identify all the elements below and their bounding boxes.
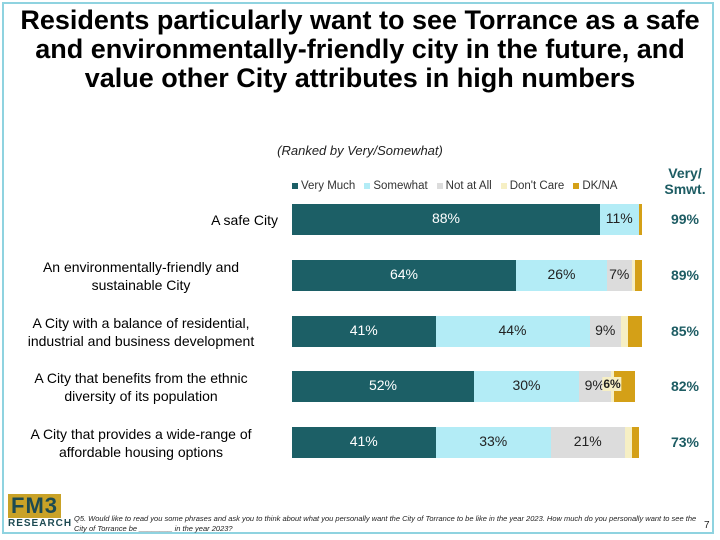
category-label-2: A City with a balance of residential, ind… <box>4 314 278 350</box>
data-label-4-2: 21% <box>573 433 602 449</box>
bar-segment-1-0 <box>292 260 516 291</box>
logo-bottom-text: RESEARCH <box>8 518 73 529</box>
legend-item-0: Very Much <box>292 180 355 192</box>
bar-segment-1-4 <box>635 260 642 291</box>
bar-segment-0-4 <box>638 204 642 235</box>
category-label-1-line-1: sustainable City <box>91 277 191 293</box>
data-label-1-2: 7% <box>609 266 630 282</box>
logo-top-text: FM3 <box>8 494 61 518</box>
bar-segment-2-0 <box>292 316 436 347</box>
data-label-1-0: 64% <box>389 266 419 282</box>
legend-swatch-4 <box>573 183 580 189</box>
question-footnote: Q5. Would like to read you some phrases … <box>74 514 697 533</box>
category-label-3-line-0: A City that benefits from the ethnic <box>34 370 248 386</box>
very-smwt-header-text: Very/ Smwt. <box>664 165 706 197</box>
category-label-3: A City that benefits from the ethnic dive… <box>4 369 278 405</box>
data-label-1-1: 26% <box>547 266 576 282</box>
bar-segment-2-4 <box>628 316 642 347</box>
data-label-3-4: 6% <box>602 377 622 391</box>
bar-segment-0-1 <box>600 204 639 235</box>
bar-segment-4-2 <box>551 427 625 458</box>
category-label-0: A safe City <box>4 211 278 229</box>
chart-legend: Very Much Somewhat Not at All Don't Care DK/… <box>292 178 626 194</box>
bar-segment-1-2 <box>607 260 632 291</box>
legend-label-4: DK/NA <box>582 180 618 192</box>
slide-frame <box>2 2 714 534</box>
category-label-1: An environmentally-friendly and sustainab… <box>4 258 278 294</box>
category-label-0-line-0: A safe City <box>211 212 278 228</box>
data-label-0-1: 11% <box>605 210 633 226</box>
data-label-3-2: 9% <box>584 377 605 393</box>
legend-label-0: Very Much <box>301 180 356 192</box>
bar-segment-4-1 <box>435 427 551 458</box>
very-smwt-value-2: 85% <box>670 323 700 339</box>
bar-segment-1-3 <box>631 260 635 291</box>
legend-label-1: Somewhat <box>373 180 428 192</box>
data-label-3-0: 52% <box>368 377 398 393</box>
bar-segment-2-1 <box>435 316 590 347</box>
legend-item-4: DK/NA <box>573 180 617 192</box>
data-label-2-0: 41% <box>349 322 378 338</box>
legend-swatch-2 <box>436 183 443 189</box>
legend-item-3: Don't Care <box>500 180 565 192</box>
bar-segment-4-3 <box>624 427 632 458</box>
very-smwt-value-4: 73% <box>670 434 700 450</box>
legend-label-3: Don't Care <box>509 180 565 192</box>
category-label-4-line-1: affordable housing options <box>59 444 223 460</box>
data-label-2-2: 9% <box>595 322 616 338</box>
legend-swatch-0 <box>292 183 298 189</box>
page-number: 7 <box>704 520 710 531</box>
category-label-4: A City that provides a wide-range of affo… <box>4 425 278 461</box>
very-smwt-header: Very/ Smwt. <box>655 165 715 197</box>
legend-label-2: Not at All <box>445 180 492 192</box>
data-label-2-1: 44% <box>498 322 527 338</box>
bar-segment-3-1 <box>474 371 579 402</box>
very-smwt-value-0: 99% <box>670 211 700 227</box>
fm3-research-logo: FM3 RESEARCH <box>8 494 73 534</box>
bar-segment-2-3 <box>621 316 628 347</box>
chart-subtitle: (Ranked by Very/Somewhat) <box>277 143 443 158</box>
bar-segment-4-4 <box>631 427 639 458</box>
data-label-3-1: 30% <box>512 377 541 393</box>
legend-swatch-1 <box>364 183 371 189</box>
legend-item-1: Somewhat <box>364 180 428 192</box>
data-label-0-0: 88% <box>431 210 461 226</box>
slide-title: Residents particularly want to see Torra… <box>20 5 700 93</box>
category-label-1-line-0: An environmentally-friendly and <box>42 259 240 275</box>
bar-segment-0-0 <box>292 204 600 235</box>
bar-segment-4-0 <box>292 427 436 458</box>
category-label-2-line-0: A City with a balance of residential, <box>32 315 250 331</box>
category-label-3-line-1: diversity of its population <box>64 388 218 404</box>
very-smwt-value-1: 89% <box>670 267 700 283</box>
legend-swatch-3 <box>500 183 507 189</box>
category-label-2-line-1: industrial and business development <box>27 333 255 349</box>
legend-item-2: Not at All <box>436 180 492 192</box>
very-smwt-value-3: 82% <box>670 378 700 394</box>
data-label-4-0: 41% <box>349 433 378 449</box>
data-label-4-1: 33% <box>479 433 508 449</box>
category-label-4-line-0: A City that provides a wide-range of <box>30 426 252 442</box>
bar-segment-3-0 <box>292 371 474 402</box>
bar-segment-2-2 <box>589 316 621 347</box>
bar-segment-1-1 <box>516 260 607 291</box>
